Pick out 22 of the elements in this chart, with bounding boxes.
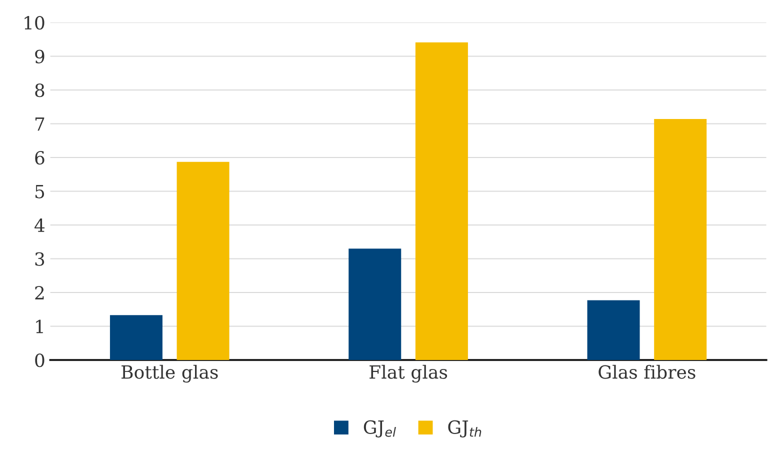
x-tick-label: Glas fibres bbox=[598, 364, 696, 379]
y-tick-label: 10 bbox=[24, 16, 44, 30]
y-tick-label: 0 bbox=[35, 353, 44, 368]
y-tick-label: 9 bbox=[35, 50, 44, 64]
y-tick-label: 7 bbox=[35, 117, 44, 131]
y-tick-label: 1 bbox=[36, 320, 43, 334]
y-tick-label: 4 bbox=[34, 218, 45, 232]
y-tick-label: 2 bbox=[35, 286, 44, 300]
legend-label: GJ$_{th}$ bbox=[448, 420, 482, 438]
x-tick-label: Bottle glas bbox=[122, 364, 218, 383]
bar bbox=[415, 42, 468, 360]
y-tick-label: 3 bbox=[35, 252, 44, 266]
x-tick-label: Flat glas bbox=[370, 364, 448, 383]
y-tick-label: 6 bbox=[35, 150, 44, 165]
bar bbox=[587, 300, 640, 360]
legend-label: GJ$_{el}$ bbox=[364, 420, 396, 438]
y-tick-label: 5 bbox=[35, 184, 44, 198]
bar bbox=[176, 162, 230, 360]
bar bbox=[654, 119, 707, 360]
bar bbox=[348, 248, 402, 360]
bar bbox=[110, 315, 162, 360]
y-tick-label: 8 bbox=[35, 83, 44, 98]
